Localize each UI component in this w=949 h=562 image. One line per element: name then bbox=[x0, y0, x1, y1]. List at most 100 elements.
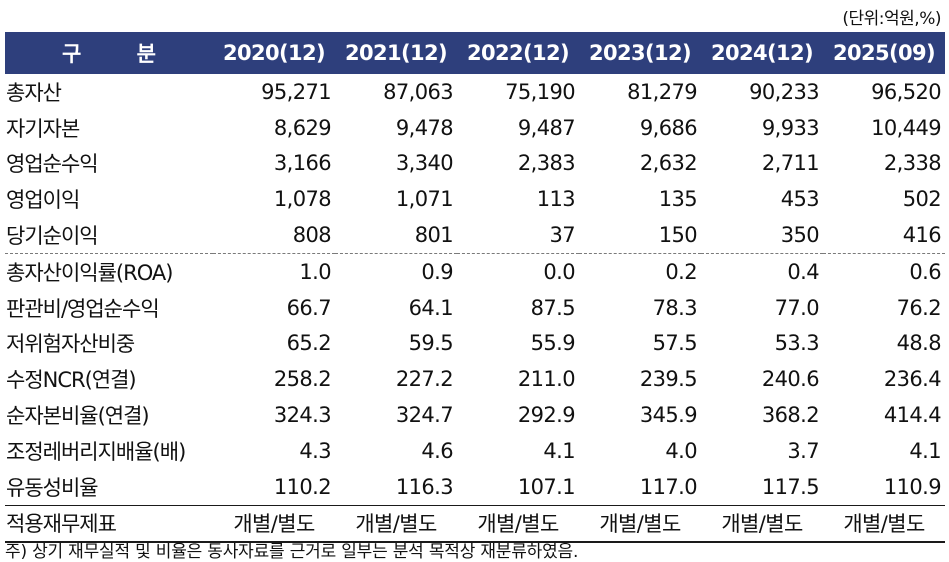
row-value: 9,487 bbox=[517, 115, 576, 140]
row-value: 292.9 bbox=[517, 403, 576, 428]
table-row: 자기자본 8,629 9,478 9,487 9,686 9,933 10,449 bbox=[5, 110, 945, 146]
header-year: 2020(12) bbox=[213, 32, 335, 74]
row-value: 55.9 bbox=[530, 331, 576, 356]
row-value: 113 bbox=[536, 187, 576, 212]
row-value: 개별/별도 bbox=[579, 504, 701, 544]
row-value: 53.3 bbox=[774, 331, 820, 356]
row-value: 4.3 bbox=[299, 438, 331, 463]
row-value: 211.0 bbox=[517, 367, 576, 392]
row-value: 81,279 bbox=[627, 79, 697, 104]
row-value: 9,933 bbox=[761, 115, 820, 140]
row-value: 77.0 bbox=[774, 295, 820, 320]
table-row: 순자본비율(연결) 324.3 324.7 292.9 345.9 368.2 414.4 bbox=[5, 397, 945, 433]
row-label: 당기순이익 bbox=[5, 217, 213, 254]
row-label: 수정NCR(연결) bbox=[6, 368, 137, 393]
row-value: 0.6 bbox=[909, 259, 941, 284]
row-value: 236.4 bbox=[883, 367, 942, 392]
row-label: 저위험자산비중 bbox=[6, 332, 135, 357]
row-label: 적용재무제표 bbox=[5, 504, 213, 544]
row-value: 324.7 bbox=[395, 403, 454, 428]
row-value: 227.2 bbox=[395, 367, 454, 392]
row-value: 3,166 bbox=[273, 151, 332, 176]
basis-row: 적용재무제표 개별/별도 개별/별도 개별/별도 개별/별도 개별/별도 개별/별도 bbox=[5, 504, 945, 544]
footnote: 주) 상기 재무실적 및 비율은 동사자료를 근거로 일부는 분석 목적상 재분… bbox=[5, 542, 579, 562]
row-value: 9,686 bbox=[639, 115, 698, 140]
table-row: 판관비/영업순수익 66.7 64.1 87.5 78.3 77.0 76.2 bbox=[5, 290, 945, 326]
table-body: 총자산 95,271 87,063 75,190 81,279 90,233 96,520 자… bbox=[5, 74, 945, 544]
row-value: 65.2 bbox=[286, 331, 332, 356]
row-value: 2,338 bbox=[883, 151, 942, 176]
financial-table: 구 분 2020(12) 2021(12) 2022(12) 2023(12) … bbox=[5, 32, 945, 544]
table-row: 유동성비율 110.2 116.3 107.1 117.0 117.5 110.9 bbox=[5, 469, 945, 505]
row-value: 239.5 bbox=[639, 367, 698, 392]
row-label: 영업순수익 bbox=[6, 152, 99, 177]
table-row: 총자산이익률(ROA) 1.0 0.9 0.0 0.2 0.4 0.6 bbox=[5, 253, 945, 289]
table-row: 조정레버리지배율(배) 4.3 4.6 4.1 4.0 3.7 4.1 bbox=[5, 433, 945, 469]
row-value: 2,632 bbox=[639, 151, 698, 176]
row-value: 개별/별도 bbox=[823, 504, 945, 544]
table-row: 저위험자산비중 65.2 59.5 55.9 57.5 53.3 48.8 bbox=[5, 326, 945, 362]
row-value: 416 bbox=[823, 217, 945, 254]
table-row: 당기순이익 808 801 37 150 350 416 bbox=[5, 217, 945, 254]
row-value: 78.3 bbox=[652, 295, 698, 320]
row-value: 66.7 bbox=[286, 295, 332, 320]
row-value: 4.1 bbox=[909, 438, 941, 463]
row-value: 345.9 bbox=[639, 403, 698, 428]
row-label: 총자산이익률(ROA) bbox=[6, 260, 173, 285]
row-value: 87,063 bbox=[383, 79, 453, 104]
row-value: 414.4 bbox=[883, 403, 942, 428]
row-value: 117.0 bbox=[639, 474, 698, 499]
row-value: 453 bbox=[780, 187, 820, 212]
table-row: 영업순수익 3,166 3,340 2,383 2,632 2,711 2,338 bbox=[5, 146, 945, 182]
row-value: 개별/별도 bbox=[335, 504, 457, 544]
header-label: 구 분 bbox=[5, 32, 213, 74]
row-value: 48.8 bbox=[896, 331, 942, 356]
header-year: 2022(12) bbox=[457, 32, 579, 74]
row-value: 4.6 bbox=[421, 438, 453, 463]
row-value: 0.4 bbox=[787, 259, 819, 284]
row-label: 영업이익 bbox=[6, 188, 80, 213]
row-value: 76.2 bbox=[896, 295, 942, 320]
unit-note: (단위:억원,%) bbox=[842, 9, 941, 29]
header-year: 2024(12) bbox=[701, 32, 823, 74]
row-value: 개별/별도 bbox=[701, 504, 823, 544]
row-value: 258.2 bbox=[273, 367, 332, 392]
row-value: 324.3 bbox=[273, 403, 332, 428]
row-value: 368.2 bbox=[761, 403, 820, 428]
row-value: 2,711 bbox=[761, 151, 820, 176]
row-value: 4.0 bbox=[665, 438, 697, 463]
row-value: 95,271 bbox=[261, 79, 331, 104]
row-value: 10,449 bbox=[871, 115, 941, 140]
row-value: 4.1 bbox=[543, 438, 575, 463]
row-value: 0.9 bbox=[421, 259, 453, 284]
row-value: 37 bbox=[457, 217, 579, 254]
row-label: 유동성비율 bbox=[6, 475, 99, 500]
table-row: 영업이익 1,078 1,071 113 135 453 502 bbox=[5, 181, 945, 217]
row-value: 110.2 bbox=[273, 474, 332, 499]
row-value: 135 bbox=[658, 187, 698, 212]
row-value: 64.1 bbox=[408, 295, 454, 320]
row-label: 순자본비율(연결) bbox=[6, 404, 150, 429]
table-row: 총자산 95,271 87,063 75,190 81,279 90,233 96,520 bbox=[5, 74, 945, 110]
header-row: 구 분 2020(12) 2021(12) 2022(12) 2023(12) … bbox=[5, 32, 945, 74]
row-value: 150 bbox=[579, 217, 701, 254]
row-value: 0.2 bbox=[665, 259, 697, 284]
row-value: 107.1 bbox=[517, 474, 576, 499]
row-value: 2,383 bbox=[517, 151, 576, 176]
row-value: 502 bbox=[902, 187, 942, 212]
row-value: 116.3 bbox=[395, 474, 454, 499]
row-value: 110.9 bbox=[883, 474, 942, 499]
row-value: 808 bbox=[213, 217, 335, 254]
row-value: 9,478 bbox=[395, 115, 454, 140]
row-label: 총자산 bbox=[6, 80, 62, 105]
row-value: 8,629 bbox=[273, 115, 332, 140]
row-value: 3.7 bbox=[787, 438, 819, 463]
row-value: 59.5 bbox=[408, 331, 454, 356]
row-label: 자기자본 bbox=[6, 116, 80, 141]
row-value: 개별/별도 bbox=[457, 504, 579, 544]
row-value: 1,078 bbox=[273, 187, 332, 212]
row-value: 117.5 bbox=[761, 474, 820, 499]
row-value: 3,340 bbox=[395, 151, 454, 176]
row-value: 87.5 bbox=[530, 295, 576, 320]
header-year: 2021(12) bbox=[335, 32, 457, 74]
